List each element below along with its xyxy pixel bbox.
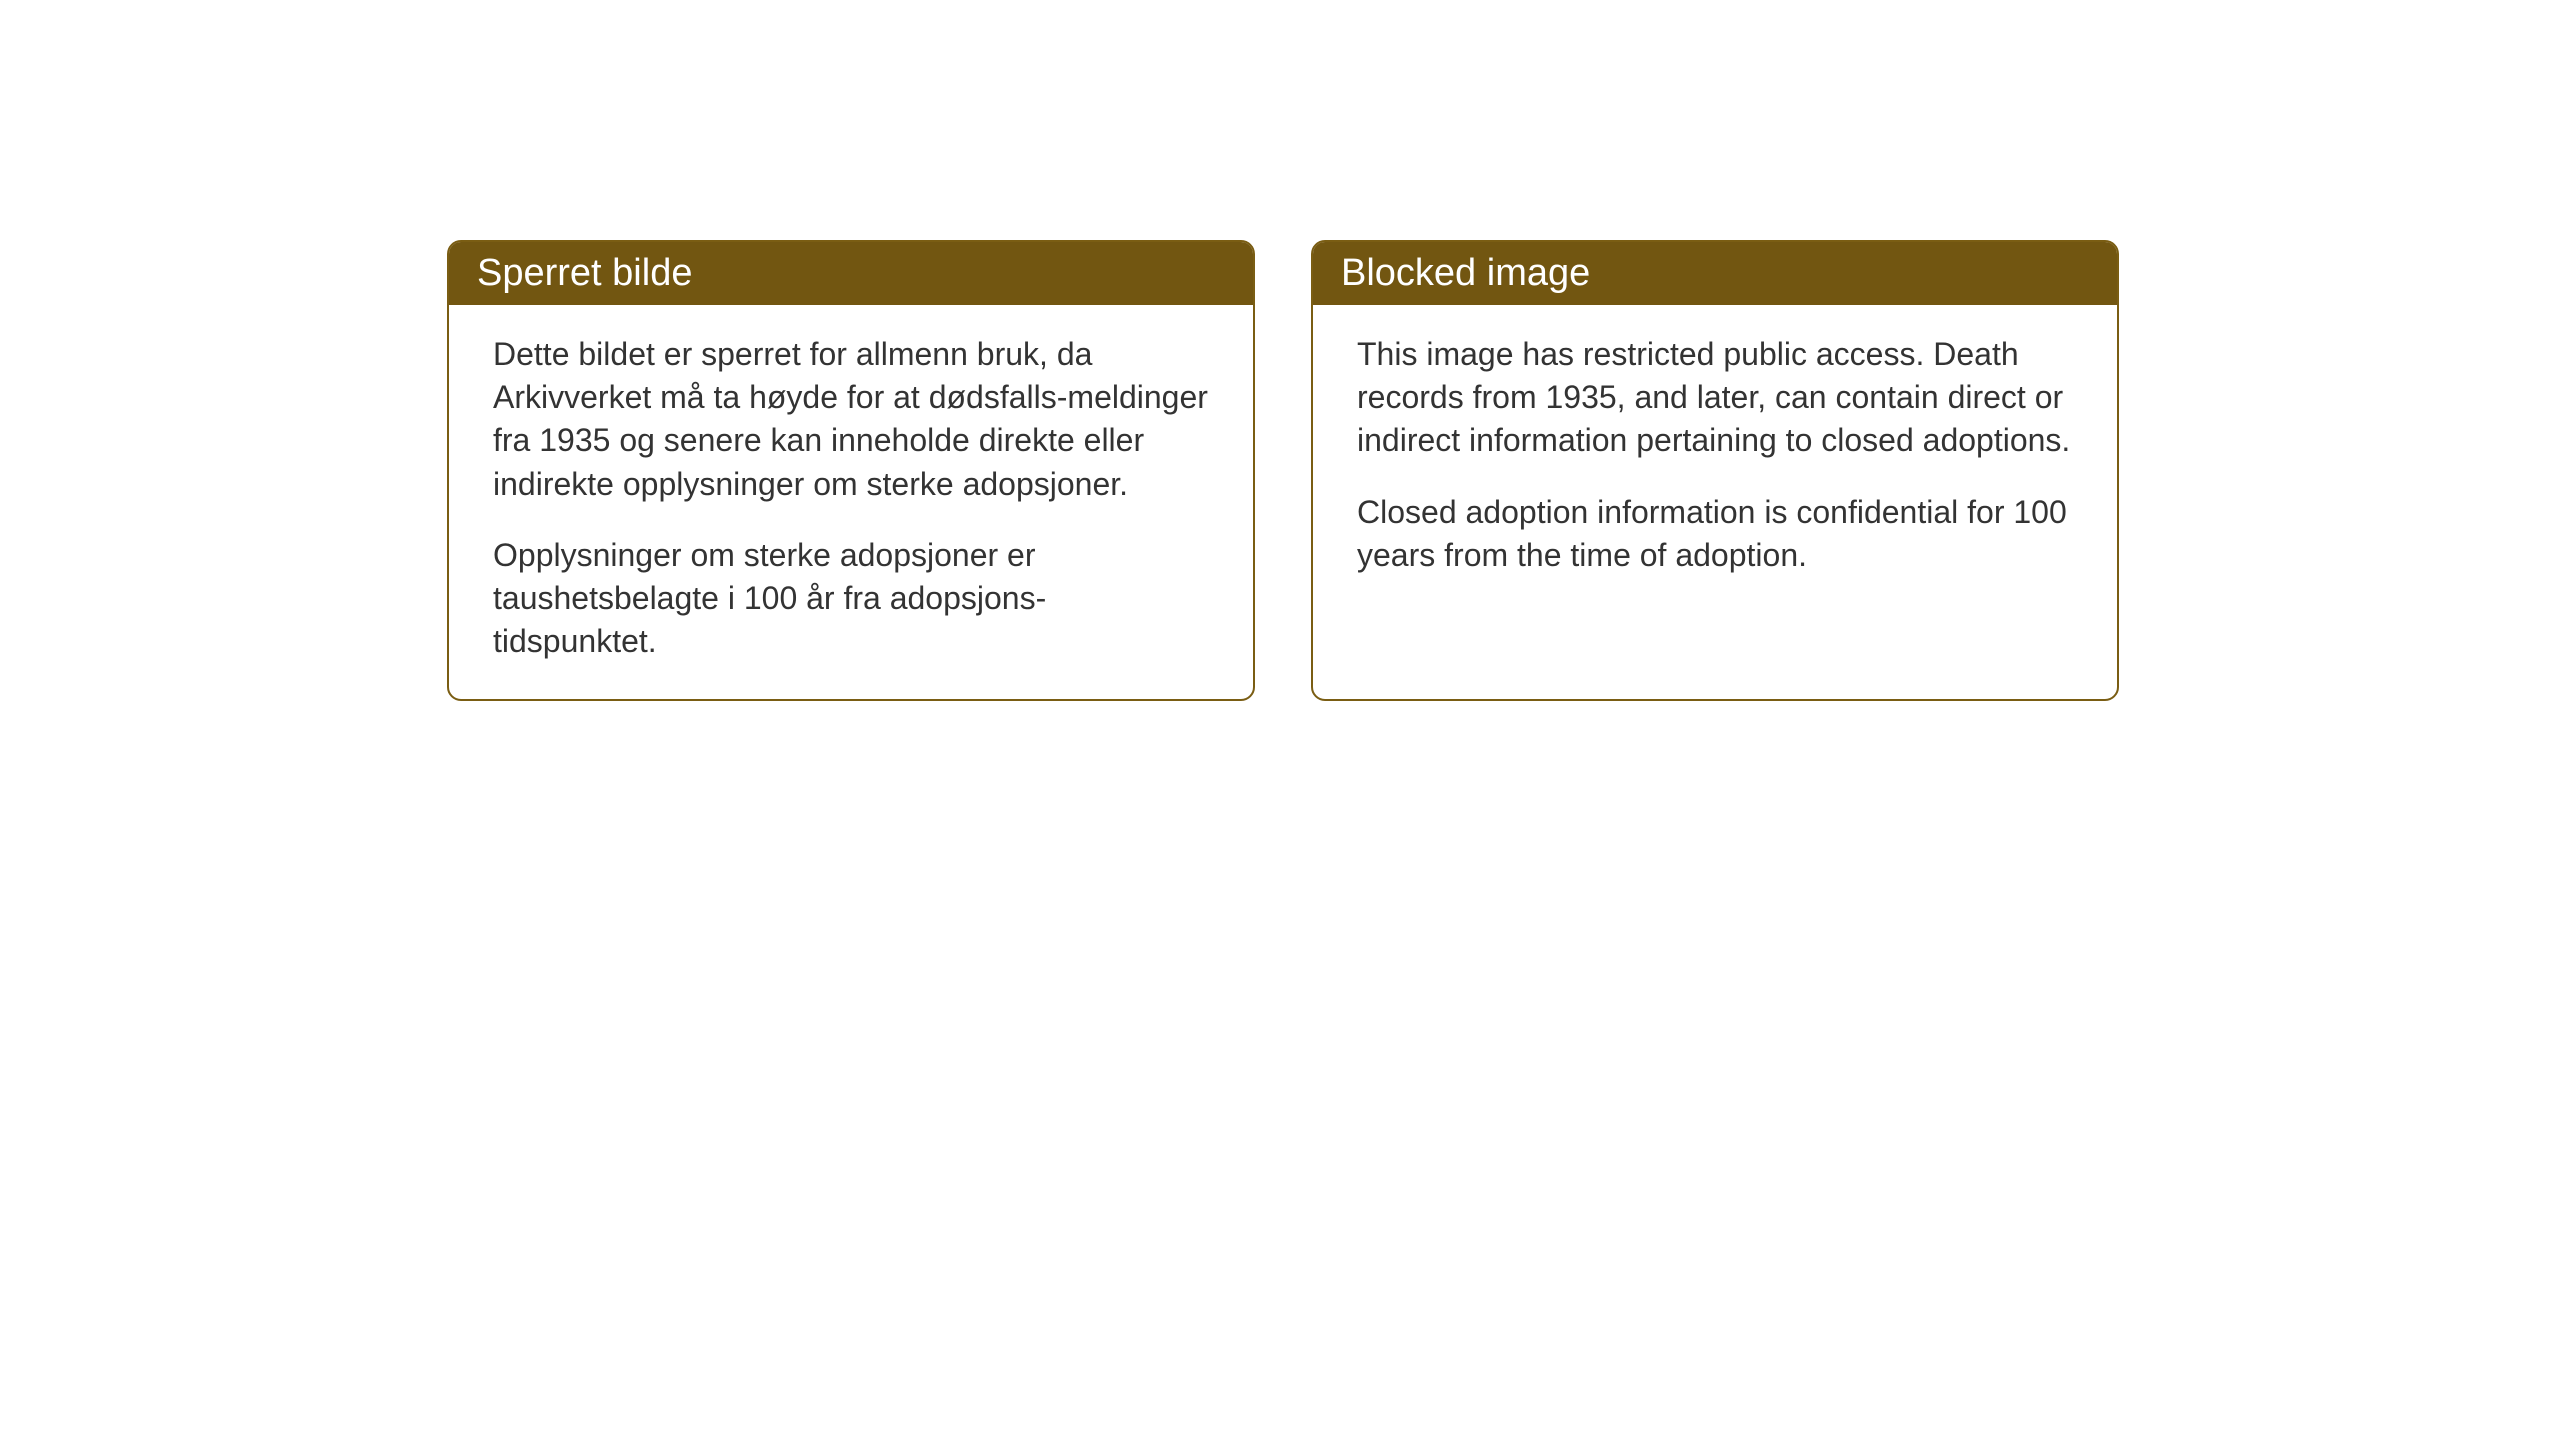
- norwegian-paragraph-2: Opplysninger om sterke adopsjoner er tau…: [493, 534, 1209, 664]
- english-paragraph-1: This image has restricted public access.…: [1357, 333, 2073, 463]
- english-notice-card: Blocked image This image has restricted …: [1311, 240, 2119, 701]
- norwegian-card-body: Dette bildet er sperret for allmenn bruk…: [449, 305, 1253, 699]
- english-card-body: This image has restricted public access.…: [1313, 305, 2117, 613]
- norwegian-card-title: Sperret bilde: [449, 242, 1253, 305]
- norwegian-notice-card: Sperret bilde Dette bildet er sperret fo…: [447, 240, 1255, 701]
- english-card-title: Blocked image: [1313, 242, 2117, 305]
- english-paragraph-2: Closed adoption information is confident…: [1357, 491, 2073, 577]
- norwegian-paragraph-1: Dette bildet er sperret for allmenn bruk…: [493, 333, 1209, 506]
- notice-container: Sperret bilde Dette bildet er sperret fo…: [447, 240, 2119, 701]
